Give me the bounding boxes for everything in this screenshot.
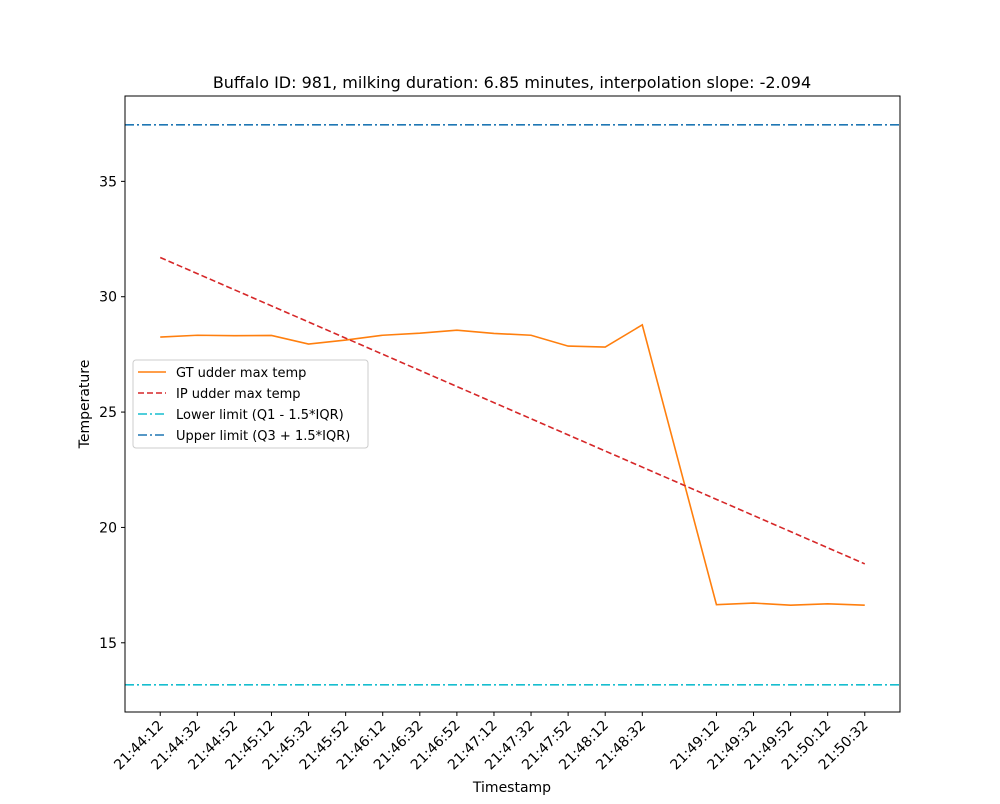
x-axis: 21:44:1221:44:3221:44:5221:45:1221:45:32… bbox=[111, 712, 872, 773]
series-line-1 bbox=[160, 323, 865, 606]
plot-frame bbox=[124, 95, 901, 713]
y-axis: 15 20 25 30 35 bbox=[99, 174, 125, 652]
legend-box bbox=[132, 359, 369, 449]
legend-label: Lower limit (Q1 - 1.5*IQR) bbox=[176, 408, 344, 423]
y-tick-label: 25 bbox=[99, 405, 117, 421]
legend: GT udder max temp IP udder max temp Lower … bbox=[132, 359, 369, 449]
y-tick-label: 30 bbox=[99, 290, 117, 306]
y-tick-label: 15 bbox=[99, 636, 117, 652]
plot-area bbox=[125, 124, 900, 686]
legend-label: Upper limit (Q3 + 1.5*IQR) bbox=[176, 429, 350, 444]
y-tick-label: 20 bbox=[99, 520, 117, 536]
x-axis-label: Timestamp bbox=[472, 780, 551, 796]
chart-title: Buffalo ID: 981, milking duration: 6.85 … bbox=[213, 73, 811, 92]
series-line-2 bbox=[159, 256, 866, 565]
y-tick-label: 35 bbox=[99, 174, 117, 190]
legend-label: IP udder max temp bbox=[176, 387, 301, 402]
legend-label: GT udder max temp bbox=[176, 366, 306, 381]
y-axis-label: Temperature bbox=[77, 360, 93, 450]
